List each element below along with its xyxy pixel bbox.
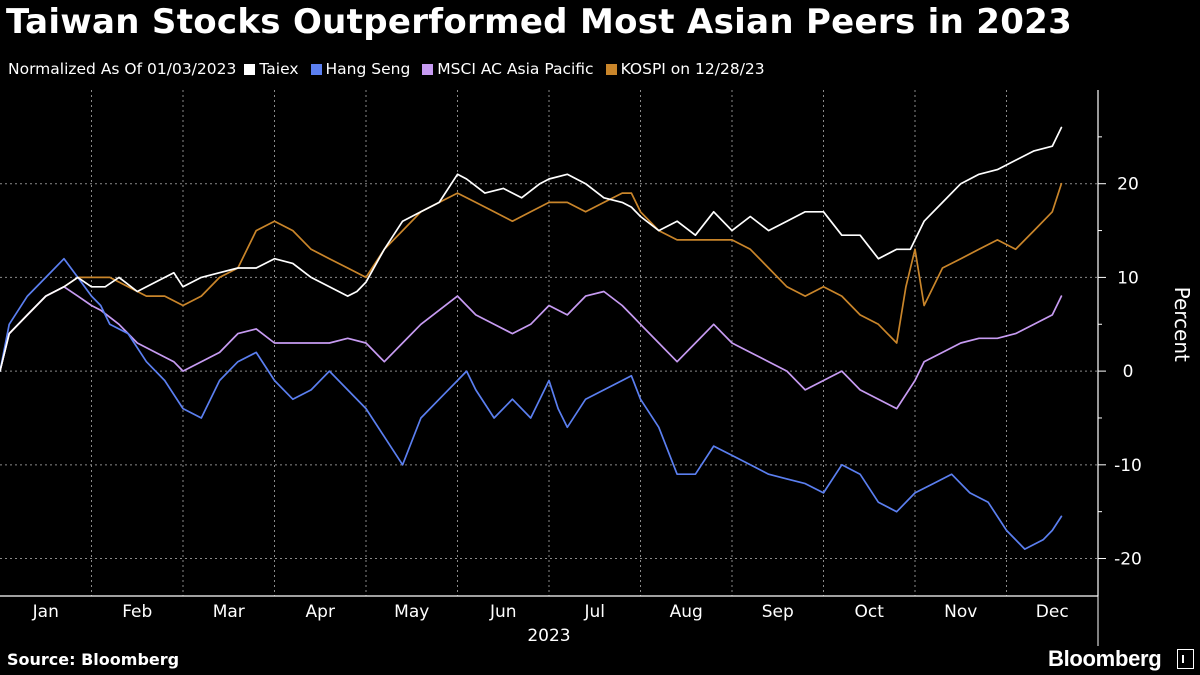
bloomberg-logo: Bloomberg [1048,646,1162,671]
legend-label-taiex: Taiex [259,60,299,78]
y-axis-title: Percent [1170,287,1194,362]
legend-item-msci: MSCI AC Asia Pacific [422,60,594,78]
legend: Normalized As Of 01/03/2023 Taiex Hang S… [8,60,777,78]
msci-line [0,285,1063,410]
legend-swatch-kospi [605,63,617,75]
chart-title: Taiwan Stocks Outperformed Most Asian Pe… [6,2,1073,42]
y-tick-label: 20 [1117,175,1139,195]
x-tick-label: Aug [670,602,703,622]
y-tick-label: -10 [1114,456,1142,476]
taiex-line [0,126,1063,372]
x-tick-label: Jun [489,602,517,622]
kospi-line [0,182,1063,372]
x-tick-label: May [394,602,429,622]
legend-swatch-taiex [244,63,256,75]
x-tick-label: Jan [32,602,59,622]
x-axis-year-label: 2023 [527,626,570,646]
legend-item-kospi: KOSPI on 12/28/23 [605,60,765,78]
hang-seng-line [0,257,1063,550]
y-tick-label: 10 [1117,268,1139,288]
legend-normalized-note: Normalized As Of 01/03/2023 [8,60,237,78]
legend-swatch-hang-seng [310,63,322,75]
x-tick-label: Dec [1036,602,1069,622]
x-tick-label: Nov [944,602,977,622]
x-tick-label: Apr [306,602,335,622]
x-tick-label: Mar [213,602,245,622]
legend-swatch-msci [422,63,434,75]
x-tick-label: Jul [583,602,605,622]
legend-label-msci: MSCI AC Asia Pacific [437,60,594,78]
legend-item-hang-seng: Hang Seng [310,60,411,78]
legend-label-hang-seng: Hang Seng [325,60,411,78]
y-tick-label: 0 [1123,362,1134,382]
source-note: Source: Bloomberg [7,650,180,669]
x-tick-label: Feb [122,602,152,622]
legend-item-taiex: Taiex [244,60,299,78]
legend-label-kospi: KOSPI on 12/28/23 [620,60,765,78]
y-tick-label: -20 [1114,550,1142,570]
bloomberg-logo-icon [1177,649,1194,669]
x-tick-label: Oct [855,602,885,622]
x-tick-label: Sep [762,602,794,622]
